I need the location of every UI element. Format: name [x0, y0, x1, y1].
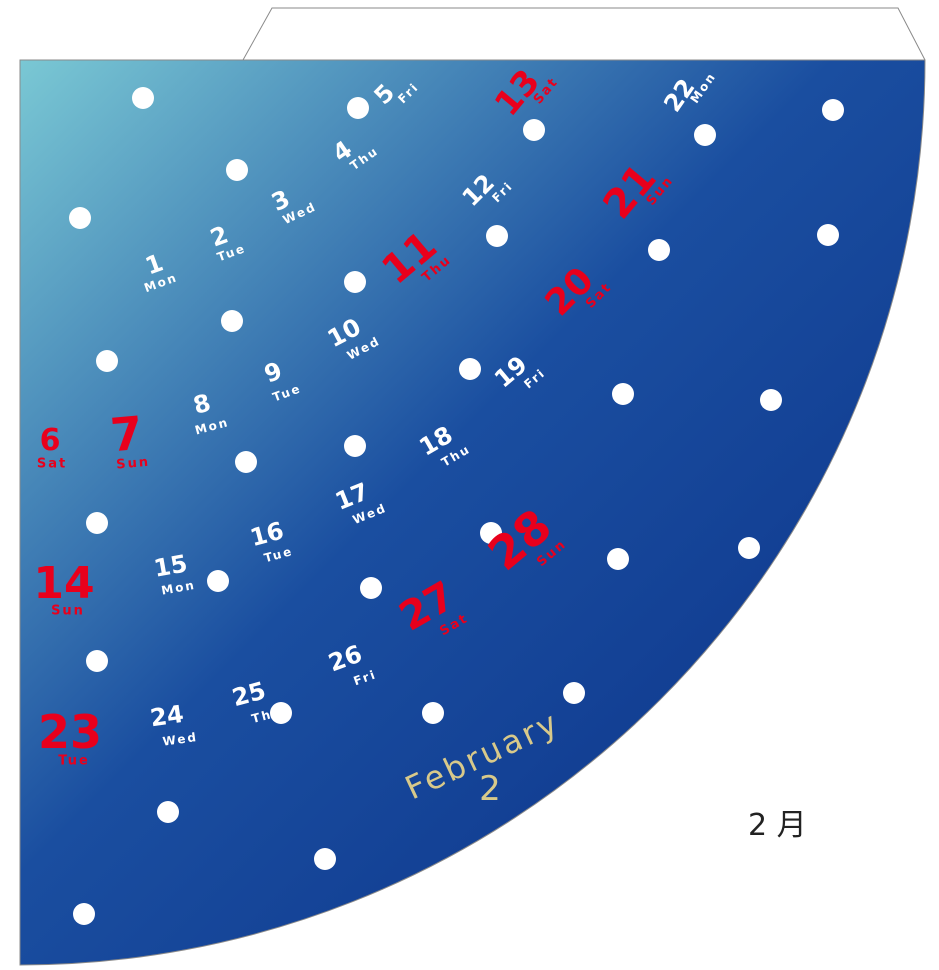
- punch-hole: [486, 225, 508, 247]
- punch-hole: [459, 358, 481, 380]
- day-number: 15: [152, 549, 190, 582]
- day-number: 23: [38, 705, 102, 759]
- punch-hole: [738, 537, 760, 559]
- day-of-week: Sun: [51, 604, 85, 619]
- day-of-week: Mon: [160, 578, 197, 598]
- punch-hole: [822, 99, 844, 121]
- punch-hole: [235, 451, 257, 473]
- punch-hole: [344, 271, 366, 293]
- punch-hole: [612, 383, 634, 405]
- day-number: 24: [148, 700, 185, 732]
- day-number: 6: [40, 423, 61, 458]
- punch-hole: [69, 207, 91, 229]
- punch-hole: [73, 903, 95, 925]
- punch-holes: [69, 87, 844, 925]
- punch-hole: [86, 650, 108, 672]
- punch-hole: [694, 124, 716, 146]
- punch-hole: [607, 548, 629, 570]
- day-number: 8: [190, 389, 213, 420]
- punch-hole: [157, 801, 179, 823]
- glue-tab: [242, 7, 926, 61]
- punch-hole: [221, 310, 243, 332]
- month-number: 2: [479, 769, 501, 809]
- punch-hole: [96, 350, 118, 372]
- punch-hole: [817, 224, 839, 246]
- punch-hole: [523, 119, 545, 141]
- punch-hole: [480, 522, 502, 544]
- calendar-wedge: [19, 59, 926, 966]
- punch-hole: [347, 97, 369, 119]
- punch-hole: [270, 702, 292, 724]
- day-number: 14: [33, 558, 94, 609]
- punch-hole: [132, 87, 154, 109]
- punch-hole: [648, 239, 670, 261]
- punch-hole: [760, 389, 782, 411]
- punch-hole: [360, 577, 382, 599]
- punch-hole: [86, 512, 108, 534]
- day-of-week: Wed: [162, 730, 199, 749]
- punch-hole: [226, 159, 248, 181]
- day-of-week: Sun: [116, 455, 151, 473]
- day-number: 7: [108, 406, 145, 463]
- day-of-week: Sat: [37, 457, 67, 472]
- punch-hole: [314, 848, 336, 870]
- month-caption: 2 月: [748, 808, 807, 843]
- punch-hole: [207, 570, 229, 592]
- day-of-week: Tue: [58, 754, 90, 769]
- punch-hole: [344, 435, 366, 457]
- punch-hole: [422, 702, 444, 724]
- punch-hole: [563, 682, 585, 704]
